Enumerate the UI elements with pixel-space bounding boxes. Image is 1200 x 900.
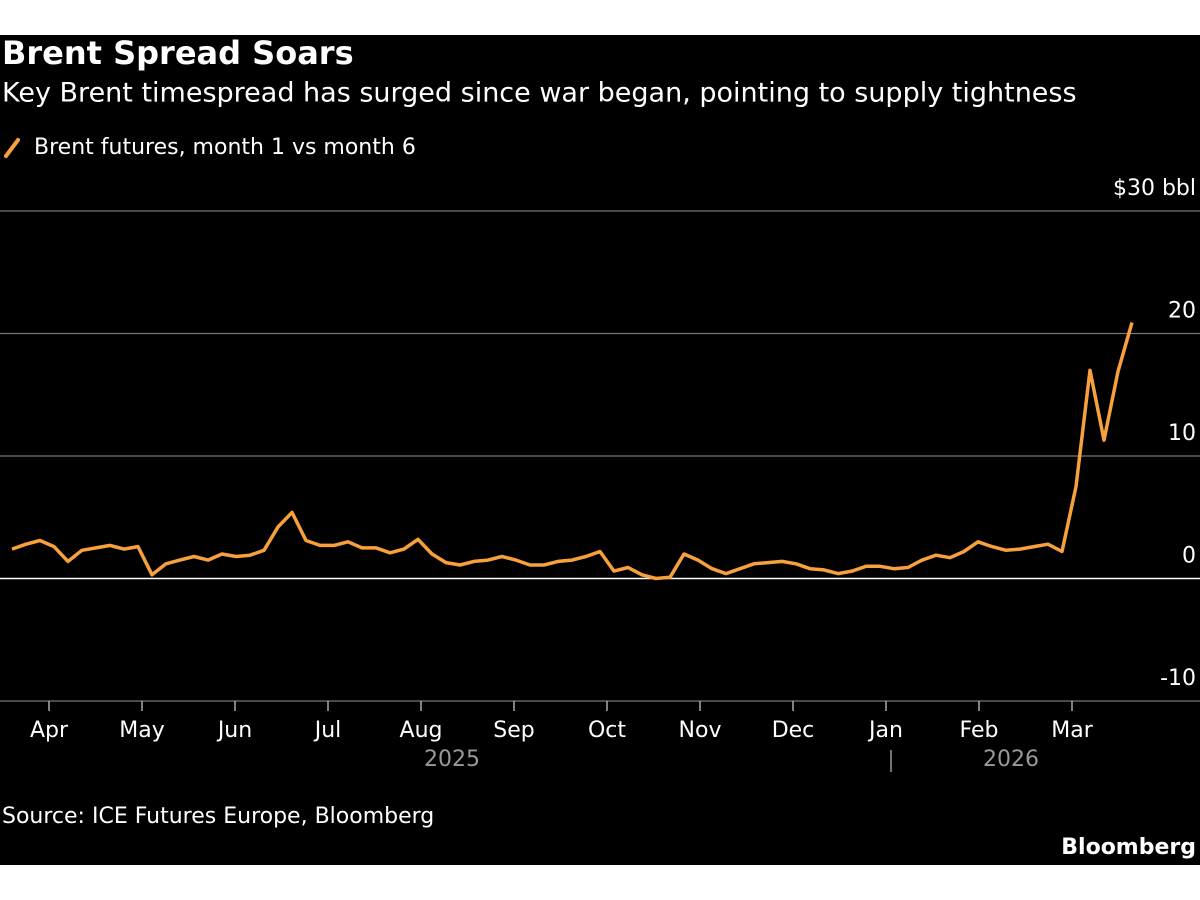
y-tick-label: 0: [1182, 544, 1196, 569]
source: Source: ICE Futures Europe, Bloomberg: [2, 804, 434, 829]
x-tick-label: Apr: [30, 718, 69, 743]
y-tick-label: -10: [1160, 666, 1196, 691]
brand: Bloomberg: [1061, 835, 1196, 860]
x-tick-label: Jun: [216, 718, 252, 743]
y-tick-label: 20: [1168, 299, 1196, 324]
data-line: [11, 322, 1134, 581]
legend-swatch: [4, 138, 20, 158]
x-tick-label: May: [119, 718, 164, 743]
x-tick-label: Mar: [1051, 718, 1093, 743]
x-tick-label: Jan: [867, 718, 903, 743]
x-tick-label: Oct: [588, 718, 626, 743]
chart-subtitle: Key Brent timespread has surged since wa…: [2, 78, 1077, 109]
chart-title: Brent Spread Soars: [2, 34, 354, 72]
year-label: 2025: [424, 747, 480, 772]
x-tick-label: Aug: [400, 718, 443, 743]
x-tick-label: Nov: [679, 718, 722, 743]
y-tick-label: 10: [1168, 421, 1196, 446]
x-tick-label: Jul: [313, 718, 342, 743]
legend-label: Brent futures, month 1 vs month 6: [34, 135, 416, 160]
x-tick-label: Sep: [493, 718, 534, 743]
year-label: 2026: [983, 747, 1039, 772]
y-tick-label: $30 bbl: [1113, 176, 1196, 201]
x-tick-label: Dec: [772, 718, 815, 743]
chart-background: [0, 35, 1200, 865]
x-tick-label: Feb: [960, 718, 999, 743]
